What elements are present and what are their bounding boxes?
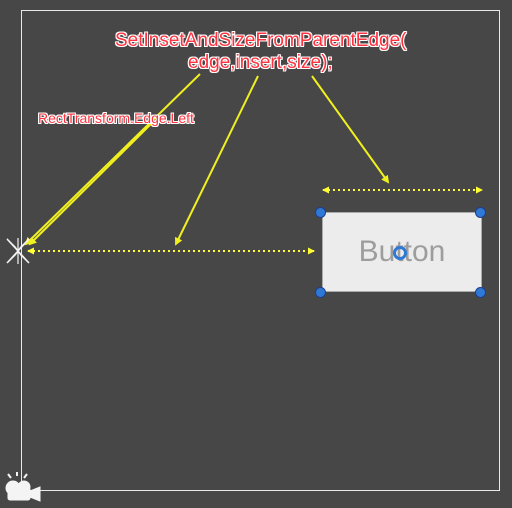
arrow-insert-to-guide (175, 75, 259, 246)
annotation-title-line-2: edge,insert,size); (188, 52, 333, 73)
annotation-title-line-1: SetInsetAndSizeFromParentEdge( (115, 30, 407, 51)
camera-icon (5, 472, 41, 502)
bottom-left-corner-handle[interactable] (315, 287, 326, 298)
edge-label: RectTransform.Edge.Left (38, 110, 194, 126)
arrow-size-to-width-guide (311, 75, 390, 184)
canvas-frame (21, 10, 500, 491)
top-left-corner-handle[interactable] (315, 207, 326, 218)
anchor-icon[interactable] (3, 236, 33, 266)
button-widget[interactable]: Button (322, 212, 482, 292)
pivot-handle[interactable] (393, 246, 407, 260)
arrow-edge-label-to-anchor (28, 122, 153, 246)
bottom-right-corner-handle[interactable] (475, 287, 486, 298)
top-right-corner-handle[interactable] (475, 207, 486, 218)
arrow-edge-to-anchor (24, 73, 201, 246)
